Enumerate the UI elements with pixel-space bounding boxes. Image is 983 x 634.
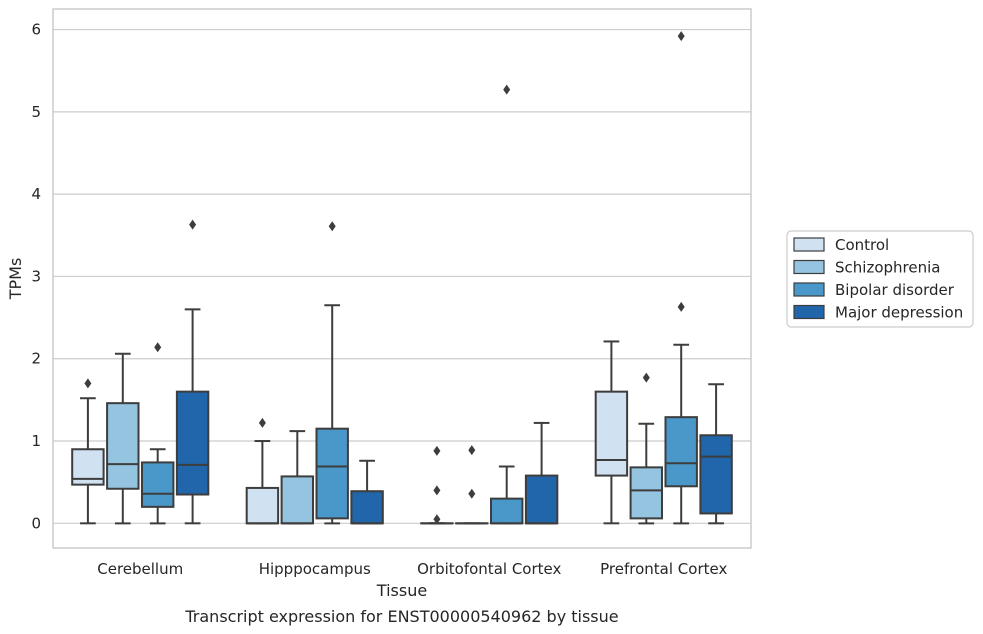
outlier-point (642, 372, 650, 383)
outlier-point (258, 417, 266, 428)
box-iqr (489, 497, 524, 525)
box-3-1 (629, 372, 664, 525)
box-0-3 (175, 219, 210, 525)
y-tick-label: 1 (31, 432, 41, 450)
x-tick-labels: Cerebellum Hipppocampus Orbitofontal Corte… (97, 560, 727, 578)
y-tick-label: 0 (31, 514, 41, 532)
legend-swatch (793, 259, 825, 275)
box-1-1 (280, 430, 315, 525)
box-3-2 (664, 31, 698, 525)
legend-item: Major depression (793, 304, 963, 322)
legend-label: Control (835, 236, 889, 254)
y-tick-labels: 0 1 2 3 4 5 6 (31, 21, 41, 533)
outlier-point (433, 445, 441, 456)
outlier-point (503, 84, 511, 95)
outlier-point (328, 221, 336, 232)
box-0-2 (140, 342, 175, 525)
outlier-point (468, 488, 476, 499)
box-2-1 (455, 445, 489, 525)
box-0-0 (71, 378, 105, 525)
box-1-0 (245, 417, 280, 525)
outlier-point (433, 485, 441, 496)
box-iqr (106, 402, 140, 490)
outlier-point (677, 31, 685, 42)
legend-swatch (793, 282, 825, 297)
x-tick-label: Hipppocampus (259, 560, 371, 578)
box-2-0 (420, 445, 454, 525)
outlier-point (189, 219, 197, 230)
x-tick-label: Orbitofontal Cortex (417, 560, 561, 578)
y-tick-label: 6 (31, 21, 41, 39)
plot-area-frame (52, 8, 752, 549)
outlier-point (433, 514, 441, 525)
outlier-point (677, 301, 685, 312)
box-iqr (280, 475, 315, 525)
legend-item: Control (793, 236, 889, 254)
outlier-point (84, 378, 92, 389)
legend-swatch (793, 304, 825, 320)
legend-frame (786, 230, 974, 328)
outlier-point (468, 445, 476, 456)
legend-label: Major depression (835, 304, 963, 322)
legend: Control Schizophrenia Bipolar disorder Majo… (786, 230, 974, 328)
box-3-0 (594, 340, 629, 525)
box-iqr (245, 486, 280, 525)
box-2-2 (489, 84, 524, 525)
box-iqr (350, 490, 384, 525)
box-iqr (629, 466, 664, 520)
box-iqr (664, 416, 698, 488)
box-iqr (524, 474, 559, 525)
box-iqr (315, 427, 349, 520)
outlier-point (154, 342, 162, 353)
y-tick-label: 4 (31, 185, 41, 203)
x-axis-label: Tissue (376, 581, 427, 600)
legend-label: Schizophrenia (835, 259, 940, 277)
chart-caption: Transcript expression for ENST0000054096… (184, 607, 618, 626)
legend-label: Bipolar disorder (835, 281, 955, 299)
y-axis-label: TPMs (6, 258, 25, 301)
box-1-3 (350, 459, 384, 525)
box-0-1 (106, 352, 140, 525)
box-1-2 (315, 221, 349, 525)
legend-item: Bipolar disorder (793, 281, 955, 299)
x-tick-label: Prefrontal Cortex (600, 560, 727, 578)
y-tick-label: 2 (31, 350, 41, 368)
gridlines (53, 28, 751, 524)
box-3-3 (699, 383, 733, 525)
box-iqr (699, 434, 733, 515)
box-plots (71, 31, 733, 525)
legend-item: Schizophrenia (793, 259, 940, 277)
box-iqr (140, 461, 175, 508)
box-iqr (594, 390, 629, 477)
x-tick-label: Cerebellum (97, 560, 183, 578)
box-iqr (175, 390, 210, 496)
box-2-3 (524, 421, 559, 525)
y-tick-label: 3 (31, 267, 41, 285)
y-tick-label: 5 (31, 103, 41, 121)
legend-swatch (793, 237, 825, 252)
